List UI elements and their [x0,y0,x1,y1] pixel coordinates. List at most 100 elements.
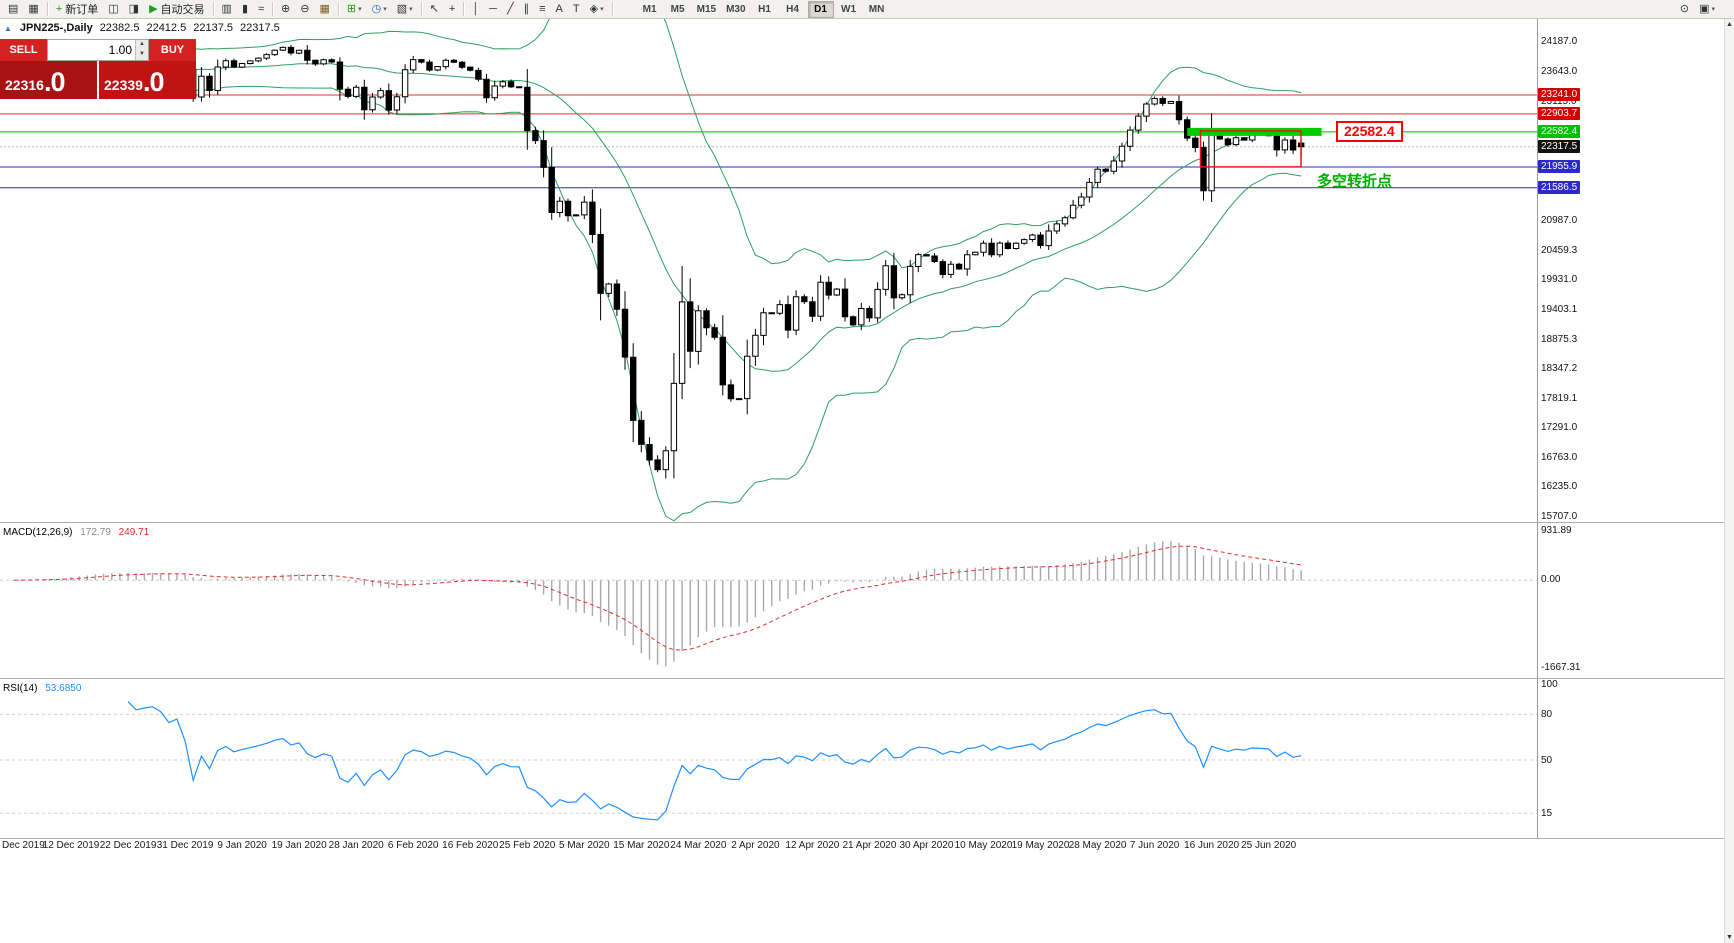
timeframe-toolbar: M1 M5 M15 M30 H1 H4 D1 W1 MN [636,0,891,19]
chevron-down-icon: ▾ [358,6,362,13]
templates-button[interactable]: ▧ ▾ [393,0,417,18]
trendline-icon: ╱ [507,2,514,15]
scroll-up-icon[interactable]: ▲ [1726,21,1733,28]
sell-button[interactable]: SELL [0,39,47,61]
date-label: 6 Feb 2020 [387,840,439,851]
arrows-button[interactable]: ◈ ▾ [586,0,608,18]
volume-input[interactable] [48,42,135,58]
date-label: 28 May 2020 [1068,840,1127,851]
bar-chart-button[interactable]: ▥ [218,0,236,18]
date-label: 28 Jan 2020 [328,840,384,851]
rsi-layer [0,701,1537,821]
new-chart-button[interactable]: ▤ [4,0,22,18]
buy-price-main: 22339 [104,77,143,93]
new-chart-icon: ▤ [8,2,19,15]
volume-stepper: ▲ ▼ [135,40,148,60]
buy-price[interactable]: 22339 .0 [99,61,196,99]
timeframe-h1-button[interactable]: H1 [758,3,771,15]
timeframe-m15-button[interactable]: M15 [696,3,717,15]
channel-button[interactable]: ∥ [520,0,534,18]
timeframe-h4-button[interactable]: H4 [786,3,799,15]
zoom-in-icon: ⊕ [281,2,291,15]
fibonacci-button[interactable]: ≡ [535,0,549,18]
vertical-scrollbar[interactable]: ▲ ▼ [1724,19,1734,943]
sell-price[interactable]: 22316 .0 [0,61,99,99]
date-label: 12 Dec 2019 [42,840,100,851]
zoom-in-button[interactable]: ⊕ [277,0,294,18]
autotrading-button[interactable]: ▶ 自动交易 [145,0,208,18]
bar-chart-icon: ▥ [221,2,232,15]
date-label: 15 Mar 2020 [613,840,670,851]
trendline-button[interactable]: ╱ [503,0,518,18]
text-button[interactable]: A [552,0,567,18]
macd-layer [0,541,1537,667]
toolbar-separator [272,2,274,16]
profiles-button[interactable]: ▦ [24,0,42,18]
profiles-icon: ▦ [28,2,39,15]
indicators-button[interactable]: ⊞ ▾ [343,0,366,18]
timeframe-m30-button[interactable]: M30 [726,3,746,15]
auto-arrange-button[interactable]: ▦ [315,0,333,18]
chevron-down-icon: ▾ [600,6,604,13]
volume-up-button[interactable]: ▲ [136,40,148,50]
date-label: 5 Mar 2020 [558,840,610,851]
macd-value: 172.79 [80,527,111,538]
navigator-button[interactable]: ◨ [125,0,143,18]
toolbar-separator [420,2,422,16]
chart-expand-icon[interactable]: ▲ [4,23,12,33]
date-label: Dec 2019 [2,840,45,851]
open-value: 22382.5 [99,22,140,34]
horizontal-line-button[interactable]: ─ [485,0,501,18]
navigator-icon: ◨ [128,2,140,15]
date-label: 12 Apr 2020 [785,840,840,851]
arrows-icon: ◈ [589,2,599,15]
volume-down-button[interactable]: ▼ [136,50,148,60]
toolbar-right-buttons: ⊙ ▣ ▾ [1675,0,1720,19]
rsi-name: RSI(14) [3,683,38,694]
toolbar-separator [212,2,214,16]
rsi-value: 53.6850 [45,683,82,694]
vertical-line-button[interactable]: │ [468,0,483,18]
vertical-line-icon: │ [472,2,480,15]
line-chart-button[interactable]: ≈ [254,0,268,18]
zoom-out-button[interactable]: ⊖ [296,0,313,18]
date-label: 10 May 2020 [954,840,1013,851]
timeframe-d1-button[interactable]: D1 [807,0,834,18]
cursor-button[interactable]: ↖ [426,0,443,18]
low-value: 22137.5 [193,22,233,34]
macd-name: MACD(12,26,9) [3,527,73,538]
date-label: 24 Mar 2020 [670,840,727,851]
date-label: 25 Feb 2020 [499,840,556,851]
search-button[interactable]: ⊙ [1676,0,1693,18]
macd-label: MACD(12,26,9) 172.79 249.71 [3,527,149,538]
green-level-band [1187,127,1322,136]
crosshair-button[interactable]: + [445,0,459,18]
date-label: 19 May 2020 [1011,840,1070,851]
timeframe-mn-button[interactable]: MN [868,3,885,15]
templates-icon: ▧ [396,2,408,15]
candlestick-chart-icon: ▮ [241,2,248,15]
timeframe-w1-button[interactable]: W1 [841,3,857,15]
pivot-annotation-text[interactable]: 多空转折点 [1317,173,1393,190]
windows-button[interactable]: ▣ ▾ [1695,0,1719,18]
date-label: 19 Jan 2020 [271,840,327,851]
level-price-label[interactable]: 22582.4 [1336,121,1403,142]
market-watch-button[interactable]: ◫ [104,0,122,18]
search-icon: ⊙ [1679,2,1690,15]
new-order-button[interactable]: + 新订单 [52,0,102,18]
timeframe-m5-button[interactable]: M5 [670,3,685,15]
date-label: 30 Apr 2020 [899,840,954,851]
candle-wicks [13,44,1302,479]
scroll-down-icon[interactable]: ▼ [1726,934,1733,941]
text-label-button[interactable]: T [569,0,584,18]
candlestick-chart-button[interactable]: ▮ [238,0,252,18]
rsi-line [127,701,1302,821]
periods-button[interactable]: ◷ ▾ [368,0,391,18]
buy-button[interactable]: BUY [149,39,196,61]
text-label-icon: T [572,2,580,15]
text-icon: A [555,2,563,15]
toolbar-separator [611,2,613,16]
timeframe-m1-button[interactable]: M1 [642,3,657,15]
